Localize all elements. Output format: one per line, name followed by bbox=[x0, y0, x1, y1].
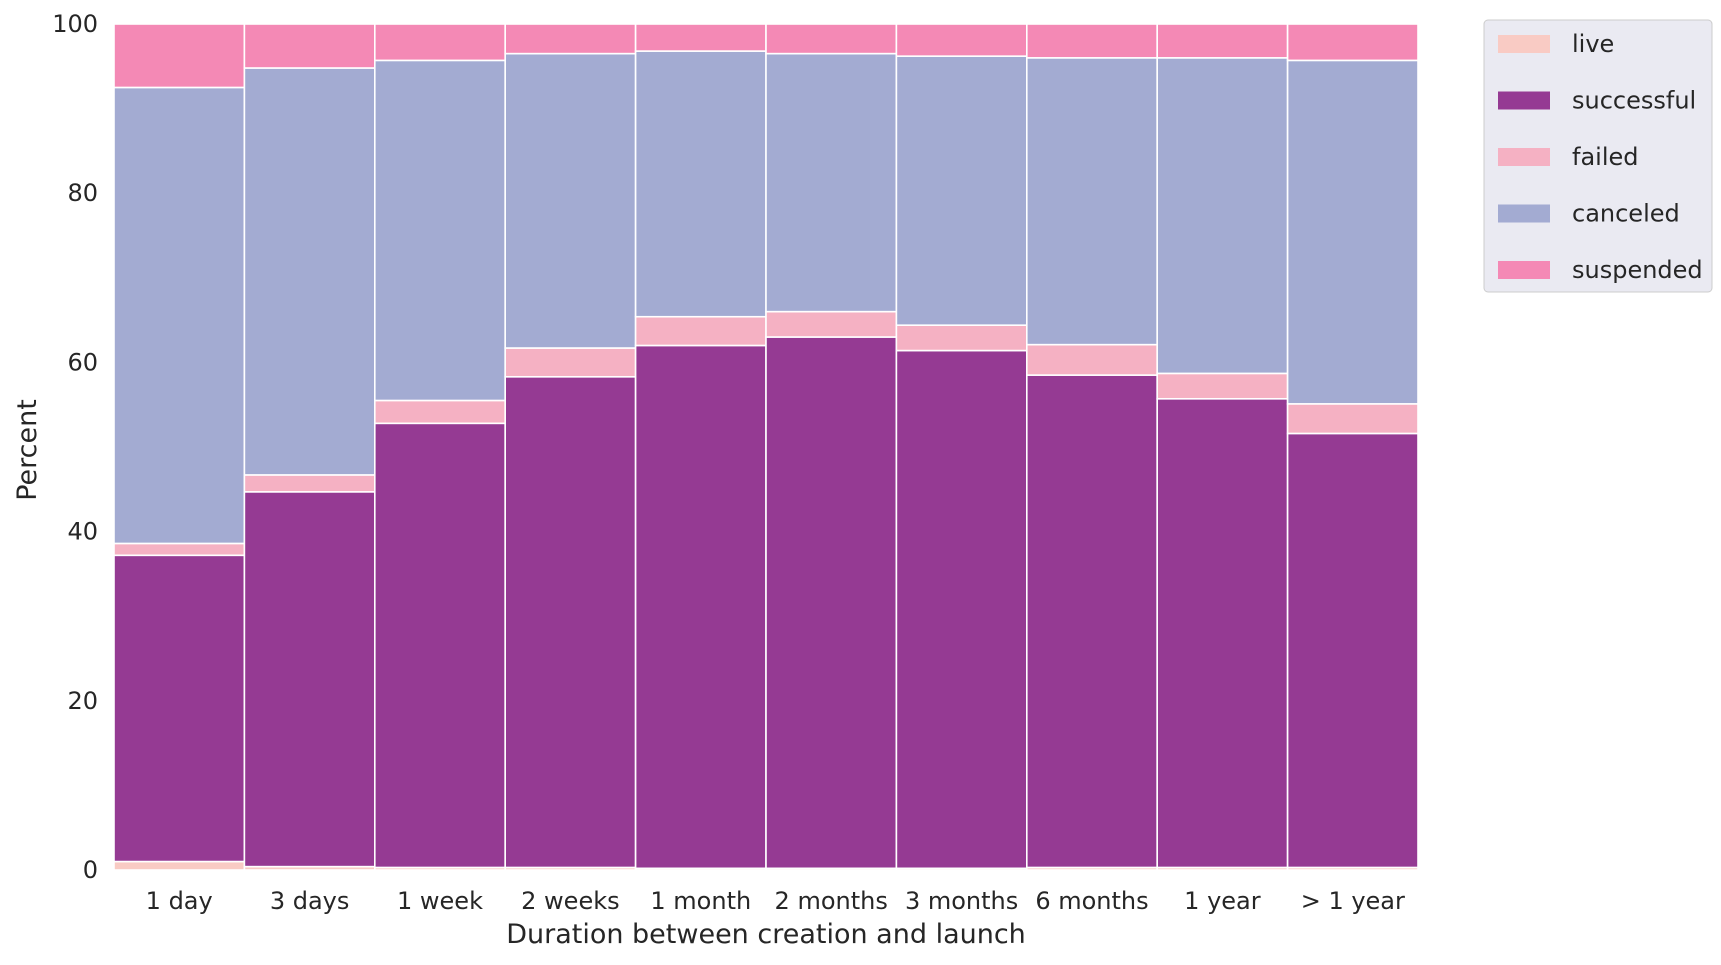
y-axis: 0 20 40 60 80 100 bbox=[52, 10, 98, 884]
bar-successful-2 bbox=[373, 422, 506, 869]
x-tick-label: 3 days bbox=[270, 887, 350, 915]
bar-canceled-9 bbox=[1286, 59, 1419, 405]
legend-swatch-canceled bbox=[1498, 204, 1550, 223]
legend-swatch-successful bbox=[1498, 91, 1550, 110]
legend-swatch-live bbox=[1498, 35, 1550, 53]
bar-suspended-9 bbox=[1286, 23, 1419, 62]
bar-canceled-7 bbox=[1026, 57, 1159, 346]
bar-failed-9 bbox=[1286, 403, 1419, 435]
bar-failed-6 bbox=[895, 324, 1028, 352]
y-tick-label: 80 bbox=[67, 179, 98, 207]
bar-canceled-4 bbox=[634, 50, 767, 318]
bar-canceled-6 bbox=[895, 55, 1028, 326]
bar-suspended-0 bbox=[113, 23, 246, 89]
bar-failed-0 bbox=[113, 542, 246, 557]
legend-swatch-failed bbox=[1498, 148, 1550, 166]
bar-live-0 bbox=[113, 860, 246, 871]
legend-label-live: live bbox=[1572, 30, 1614, 58]
y-tick-label: 40 bbox=[67, 518, 98, 546]
y-tick-label: 100 bbox=[52, 10, 98, 38]
bar-suspended-1 bbox=[243, 23, 376, 69]
bar-canceled-0 bbox=[113, 86, 246, 545]
x-axis-title: Duration between creation and launch bbox=[506, 919, 1026, 950]
legend-swatch-suspended bbox=[1498, 261, 1550, 279]
y-axis-title: Percent bbox=[12, 399, 43, 501]
bar-suspended-8 bbox=[1156, 23, 1289, 59]
bar-suspended-7 bbox=[1026, 23, 1159, 59]
bar-failed-7 bbox=[1026, 343, 1159, 376]
bar-failed-1 bbox=[243, 474, 376, 493]
x-tick-label: 2 months bbox=[775, 887, 888, 915]
x-tick-label: 2 weeks bbox=[521, 887, 619, 915]
x-tick-label: 1 month bbox=[650, 887, 751, 915]
bar-successful-6 bbox=[895, 349, 1028, 870]
bars-layer bbox=[113, 23, 1419, 871]
bar-suspended-3 bbox=[504, 23, 637, 55]
x-tick-label: 1 day bbox=[146, 887, 213, 915]
bar-failed-5 bbox=[765, 310, 898, 338]
x-tick-label: 1 week bbox=[397, 887, 483, 915]
bar-successful-8 bbox=[1156, 397, 1289, 869]
y-tick-label: 0 bbox=[83, 856, 98, 884]
bar-canceled-8 bbox=[1156, 57, 1289, 375]
y-tick-label: 60 bbox=[67, 348, 98, 376]
bar-failed-3 bbox=[504, 347, 637, 378]
x-tick-label: 3 months bbox=[905, 887, 1018, 915]
bar-successful-1 bbox=[243, 491, 376, 868]
x-axis: 1 day 3 days 1 week 2 weeks 1 month 2 months 3… bbox=[146, 887, 1405, 915]
bar-successful-7 bbox=[1026, 374, 1159, 869]
bar-successful-9 bbox=[1286, 432, 1419, 869]
bar-suspended-2 bbox=[373, 23, 506, 62]
legend-label-canceled: canceled bbox=[1572, 200, 1680, 228]
bar-successful-3 bbox=[504, 375, 637, 869]
legend-label-failed: failed bbox=[1572, 143, 1639, 171]
bar-failed-2 bbox=[373, 399, 506, 425]
bar-canceled-3 bbox=[504, 52, 637, 349]
bar-suspended-6 bbox=[895, 23, 1028, 57]
x-tick-label: > 1 year bbox=[1301, 887, 1405, 915]
legend-frame bbox=[1483, 19, 1713, 293]
x-tick-label: 1 year bbox=[1184, 887, 1261, 915]
y-tick-label: 20 bbox=[67, 687, 98, 715]
bar-suspended-5 bbox=[765, 23, 898, 55]
legend-label-successful: successful bbox=[1572, 87, 1696, 115]
bar-failed-4 bbox=[634, 315, 767, 347]
bar-successful-4 bbox=[634, 344, 767, 870]
legend-label-suspended: suspended bbox=[1572, 256, 1703, 284]
bar-successful-5 bbox=[765, 336, 898, 870]
bar-canceled-5 bbox=[765, 52, 898, 313]
x-tick-label: 6 months bbox=[1035, 887, 1148, 915]
bar-successful-0 bbox=[113, 554, 246, 863]
bar-canceled-2 bbox=[373, 59, 506, 402]
bar-failed-8 bbox=[1156, 372, 1289, 400]
bar-suspended-4 bbox=[634, 23, 767, 52]
legend: live successful failed canceled suspended bbox=[1483, 19, 1713, 293]
bar-canceled-1 bbox=[243, 67, 376, 476]
